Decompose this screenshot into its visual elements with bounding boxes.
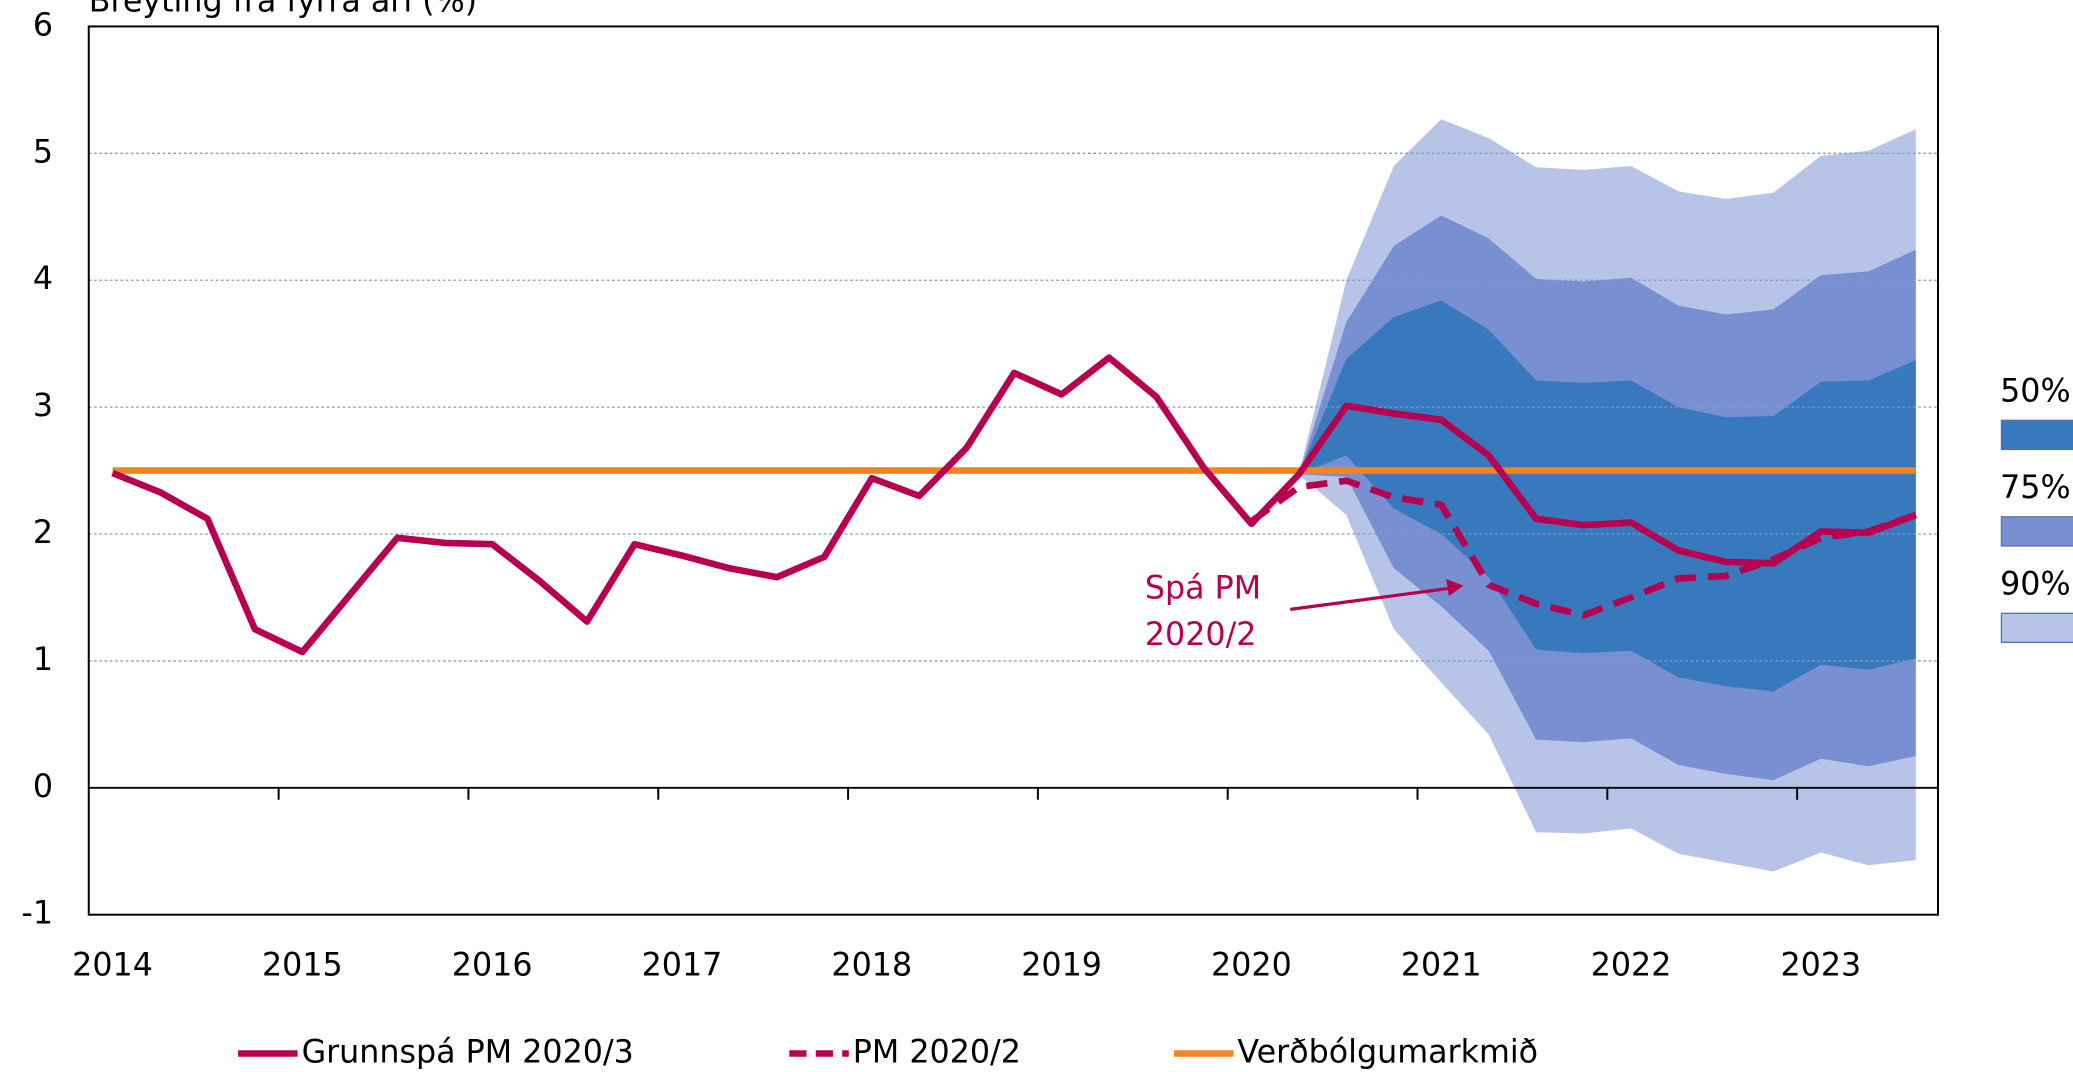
x-tick-label: 2018 <box>831 947 912 983</box>
y-tick-label: 3 <box>33 388 53 424</box>
x-tick-label: 2015 <box>262 947 343 983</box>
annotation-arrowhead <box>1446 578 1464 597</box>
y-tick-label: 1 <box>33 642 53 678</box>
y-tick-label: 5 <box>33 134 53 170</box>
y-axis-label: Breyting frá fyrra ári (%) <box>89 0 477 20</box>
legend-label: 90% <box>2000 567 2071 603</box>
x-tick-label: 2017 <box>642 947 723 983</box>
plot-frame <box>87 25 1939 916</box>
x-tick-label: 2023 <box>1781 947 1862 983</box>
y-tick-label: 6 <box>33 7 53 43</box>
x-tick-label: 2021 <box>1401 947 1482 983</box>
legend-label: 50% <box>2000 374 2071 410</box>
legend-swatch <box>2000 516 2073 547</box>
legend-swatch <box>2000 419 2073 451</box>
legend-swatch <box>2000 612 2073 644</box>
x-tick-label: 2019 <box>1021 947 1102 983</box>
x-tick-label: 2022 <box>1591 947 1672 983</box>
x-tick-label: 2020 <box>1211 947 1292 983</box>
legend-label: PM 2020/2 <box>853 1034 1021 1070</box>
y-tick-label: -1 <box>21 896 53 932</box>
confidence-band <box>1298 300 1916 692</box>
annotation-arrow <box>1290 586 1451 611</box>
x-tick-label: 2016 <box>452 947 533 983</box>
x-tick-label: 2014 <box>72 947 153 983</box>
annotation: Spá PM <box>1145 571 1261 607</box>
y-tick-label: 0 <box>33 769 53 805</box>
y-tick-label: 4 <box>33 261 53 297</box>
legend-label: Verðbólgumarkmið <box>1237 1034 1538 1070</box>
annotation: 2020/2 <box>1145 617 1257 653</box>
legend-label: Grunnspá PM 2020/3 <box>302 1034 634 1070</box>
series-line <box>111 354 1917 656</box>
legend-label: 75% <box>2000 470 2071 506</box>
y-tick-label: 2 <box>33 515 53 551</box>
